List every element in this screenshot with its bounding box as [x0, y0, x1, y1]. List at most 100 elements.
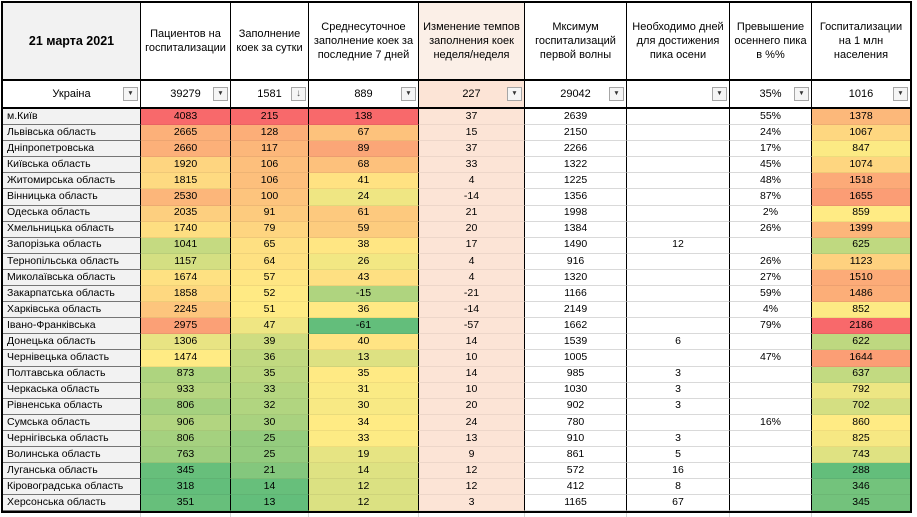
- peak_excess-cell[interactable]: 4%: [730, 302, 812, 319]
- week_change-cell[interactable]: -21: [419, 286, 525, 303]
- peak_excess-cell[interactable]: 26%: [730, 221, 812, 238]
- peak_excess-cell[interactable]: [730, 366, 812, 383]
- filter-button-per_million[interactable]: ▼: [893, 87, 908, 101]
- patients-cell[interactable]: 1858: [141, 286, 231, 303]
- days_to_peak-cell[interactable]: [627, 302, 730, 319]
- beds_day-cell[interactable]: 36: [231, 350, 309, 367]
- beds_day-cell[interactable]: 30: [231, 414, 309, 431]
- first_wave_max-cell[interactable]: 902: [525, 398, 627, 415]
- patients-cell[interactable]: 345: [141, 463, 231, 480]
- week_change-cell[interactable]: 14: [419, 366, 525, 383]
- filter-button-week_change[interactable]: ▼: [507, 87, 522, 101]
- patients-cell[interactable]: 1041: [141, 237, 231, 254]
- patients-cell[interactable]: 1740: [141, 221, 231, 238]
- beds_day-cell[interactable]: 128: [231, 125, 309, 142]
- days_to_peak-cell[interactable]: 3: [627, 398, 730, 415]
- avg7-cell[interactable]: 89: [309, 141, 419, 158]
- per_million-cell[interactable]: 1510: [812, 269, 910, 287]
- region-cell[interactable]: Волинська область: [3, 446, 141, 464]
- per_million-cell[interactable]: 1655: [812, 189, 910, 206]
- per_million-cell[interactable]: 1486: [812, 286, 910, 303]
- peak_excess-cell[interactable]: 16%: [730, 414, 812, 431]
- patients-cell[interactable]: 906: [141, 414, 231, 431]
- week_change-cell[interactable]: 4: [419, 253, 525, 270]
- week_change-cell[interactable]: 20: [419, 398, 525, 415]
- days_to_peak-cell[interactable]: [627, 141, 730, 158]
- days_to_peak-cell[interactable]: 8: [627, 479, 730, 496]
- summary-cell-region[interactable]: Украіна ▼: [3, 81, 141, 109]
- avg7-cell[interactable]: 68: [309, 157, 419, 174]
- beds_day-cell[interactable]: 32: [231, 398, 309, 415]
- avg7-cell[interactable]: 36: [309, 302, 419, 319]
- beds_day-cell[interactable]: 117: [231, 141, 309, 158]
- days_to_peak-cell[interactable]: [627, 205, 730, 222]
- first_wave_max-cell[interactable]: 2639: [525, 109, 627, 126]
- peak_excess-cell[interactable]: 87%: [730, 189, 812, 206]
- week_change-cell[interactable]: 24: [419, 414, 525, 431]
- peak_excess-cell[interactable]: [730, 334, 812, 351]
- patients-cell[interactable]: 1920: [141, 157, 231, 174]
- days_to_peak-cell[interactable]: 6: [627, 334, 730, 351]
- first_wave_max-cell[interactable]: 2266: [525, 141, 627, 158]
- region-cell[interactable]: Чернівецька область: [3, 350, 141, 367]
- per_million-cell[interactable]: 860: [812, 414, 910, 431]
- avg7-cell[interactable]: 59: [309, 221, 419, 238]
- peak_excess-cell[interactable]: 48%: [730, 173, 812, 190]
- days_to_peak-cell[interactable]: [627, 221, 730, 238]
- patients-cell[interactable]: 2035: [141, 205, 231, 222]
- beds_day-cell[interactable]: 14: [231, 479, 309, 496]
- days_to_peak-cell[interactable]: [627, 414, 730, 431]
- first_wave_max-cell[interactable]: 1005: [525, 350, 627, 367]
- patients-cell[interactable]: 2245: [141, 302, 231, 319]
- avg7-cell[interactable]: 19: [309, 446, 419, 464]
- avg7-cell[interactable]: 67: [309, 125, 419, 142]
- week_change-cell[interactable]: 3: [419, 495, 525, 512]
- beds_day-cell[interactable]: 57: [231, 269, 309, 287]
- avg7-cell[interactable]: 38: [309, 237, 419, 254]
- region-cell[interactable]: Донецька область: [3, 334, 141, 351]
- avg7-cell[interactable]: 12: [309, 495, 419, 512]
- beds_day-cell[interactable]: 91: [231, 205, 309, 222]
- per_million-cell[interactable]: 346: [812, 479, 910, 496]
- peak_excess-cell[interactable]: 26%: [730, 253, 812, 270]
- per_million-cell[interactable]: 825: [812, 430, 910, 447]
- region-cell[interactable]: Дніпропетровська: [3, 141, 141, 158]
- days_to_peak-cell[interactable]: [627, 318, 730, 335]
- filter-button-first_wave_max[interactable]: ▼: [609, 87, 624, 101]
- avg7-cell[interactable]: 40: [309, 334, 419, 351]
- first_wave_max-cell[interactable]: 412: [525, 479, 627, 496]
- region-cell[interactable]: Харківська область: [3, 302, 141, 319]
- patients-cell[interactable]: 4083: [141, 109, 231, 126]
- week_change-cell[interactable]: 10: [419, 350, 525, 367]
- peak_excess-cell[interactable]: 45%: [730, 157, 812, 174]
- summary-cell-avg7[interactable]: 889 ▼: [309, 81, 419, 109]
- avg7-cell[interactable]: -15: [309, 286, 419, 303]
- beds_day-cell[interactable]: 64: [231, 253, 309, 270]
- first_wave_max-cell[interactable]: 1030: [525, 382, 627, 399]
- per_million-cell[interactable]: 792: [812, 382, 910, 399]
- peak_excess-cell[interactable]: [730, 237, 812, 254]
- summary-cell-week_change[interactable]: 227 ▼: [419, 81, 525, 109]
- first_wave_max-cell[interactable]: 1539: [525, 334, 627, 351]
- avg7-cell[interactable]: 31: [309, 382, 419, 399]
- per_million-cell[interactable]: 637: [812, 366, 910, 383]
- summary-cell-peak_excess[interactable]: 35% ▼: [730, 81, 812, 109]
- per_million-cell[interactable]: 847: [812, 141, 910, 158]
- region-cell[interactable]: Тернопільська область: [3, 253, 141, 270]
- week_change-cell[interactable]: -14: [419, 302, 525, 319]
- region-cell[interactable]: Чернігівська область: [3, 430, 141, 447]
- first_wave_max-cell[interactable]: 1165: [525, 495, 627, 512]
- days_to_peak-cell[interactable]: 3: [627, 366, 730, 383]
- per_million-cell[interactable]: 622: [812, 334, 910, 351]
- peak_excess-cell[interactable]: 27%: [730, 269, 812, 287]
- peak_excess-cell[interactable]: 79%: [730, 318, 812, 335]
- per_million-cell[interactable]: 288: [812, 463, 910, 480]
- week_change-cell[interactable]: 15: [419, 125, 525, 142]
- avg7-cell[interactable]: 13: [309, 350, 419, 367]
- days_to_peak-cell[interactable]: 3: [627, 382, 730, 399]
- per_million-cell[interactable]: 625: [812, 237, 910, 254]
- beds_day-cell[interactable]: 25: [231, 430, 309, 447]
- days_to_peak-cell[interactable]: 16: [627, 463, 730, 480]
- patients-cell[interactable]: 2665: [141, 125, 231, 142]
- beds_day-cell[interactable]: 106: [231, 173, 309, 190]
